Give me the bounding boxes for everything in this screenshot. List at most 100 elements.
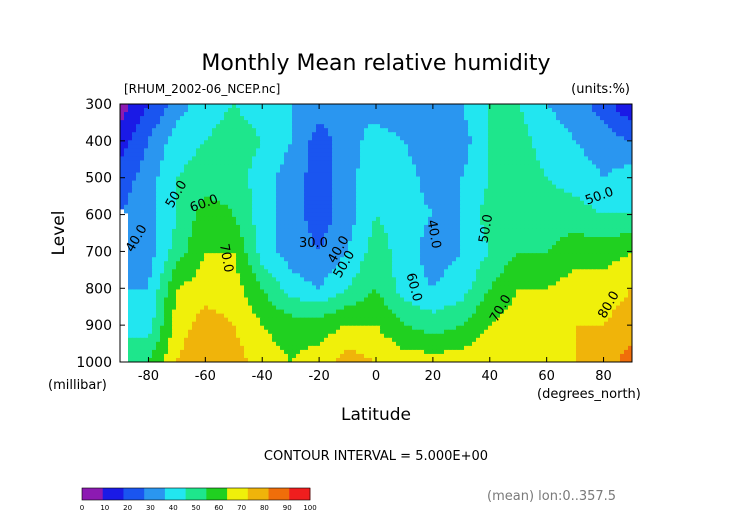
heatmap-cell	[388, 208, 393, 214]
heatmap-cell	[184, 168, 189, 174]
heatmap-cell	[372, 160, 377, 166]
heatmap-cell	[200, 180, 205, 186]
heatmap-cell	[392, 132, 397, 137]
heatmap-cell	[340, 104, 345, 109]
heatmap-cell	[252, 160, 257, 166]
heatmap-cell	[320, 140, 325, 145]
heatmap-cell	[232, 233, 237, 238]
heatmap-cell	[576, 184, 581, 190]
heatmap-cell	[496, 237, 501, 242]
heatmap-cell	[348, 140, 353, 145]
heatmap-cell	[516, 192, 521, 198]
heatmap-cell	[596, 245, 601, 250]
heatmap-cell	[328, 228, 333, 234]
heatmap-cell	[392, 233, 397, 238]
heatmap-cell	[380, 140, 385, 145]
heatmap-cell	[472, 172, 477, 178]
heatmap-cell	[208, 120, 213, 125]
heatmap-cell	[260, 108, 265, 113]
heatmap-cell	[548, 176, 553, 182]
heatmap-cell	[380, 136, 385, 141]
heatmap-cell	[188, 144, 193, 149]
heatmap-cell	[516, 160, 521, 166]
heatmap-cell	[372, 228, 377, 234]
heatmap-cell	[120, 124, 125, 129]
heatmap-cell	[404, 124, 409, 129]
heatmap-cell	[136, 220, 141, 226]
heatmap-cell	[388, 104, 393, 109]
heatmap-cell	[320, 237, 325, 242]
heatmap-cell	[580, 148, 585, 153]
heatmap-cell	[192, 261, 197, 266]
heatmap-cell	[164, 216, 169, 222]
heatmap-cell	[272, 164, 277, 170]
heatmap-cell	[532, 180, 537, 186]
heatmap-cell	[176, 160, 181, 166]
heatmap-cell	[556, 188, 561, 194]
heatmap-cell	[448, 228, 453, 234]
heatmap-cell	[272, 156, 277, 162]
heatmap-cell	[300, 184, 305, 190]
heatmap-cell	[176, 112, 181, 117]
heatmap-cell	[560, 200, 565, 206]
heatmap-cell	[500, 212, 505, 218]
heatmap-cell	[612, 184, 617, 190]
heatmap-cell	[136, 124, 141, 129]
heatmap-cell	[592, 200, 597, 206]
heatmap-cell	[384, 220, 389, 226]
heatmap-cell	[376, 104, 381, 109]
heatmap-cell	[320, 152, 325, 158]
heatmap-cell	[164, 212, 169, 218]
heatmap-cell	[256, 204, 261, 210]
heatmap-cell	[256, 124, 261, 129]
heatmap-cell	[328, 124, 333, 129]
heatmap-cell	[336, 176, 341, 182]
heatmap-cell	[480, 156, 485, 162]
heatmap-cell	[268, 168, 273, 174]
heatmap-cell	[484, 208, 489, 214]
heatmap-cell	[184, 108, 189, 113]
heatmap-cell	[424, 164, 429, 170]
heatmap-cell	[468, 216, 473, 222]
heatmap-cell	[616, 233, 621, 238]
heatmap-cell	[348, 156, 353, 162]
heatmap-cell	[620, 144, 625, 149]
heatmap-cell	[252, 208, 257, 214]
heatmap-cell	[596, 237, 601, 242]
heatmap-cell	[392, 140, 397, 145]
heatmap-cell	[272, 212, 277, 218]
heatmap-cell	[176, 188, 181, 194]
heatmap-cell	[132, 104, 137, 109]
heatmap-cell	[388, 160, 393, 166]
heatmap-cell	[544, 152, 549, 158]
heatmap-cell	[460, 112, 465, 117]
heatmap-cell	[312, 228, 317, 234]
heatmap-cell	[576, 257, 581, 262]
heatmap-cell	[620, 257, 625, 262]
heatmap-cell	[128, 253, 133, 258]
heatmap-cell	[224, 112, 229, 117]
heatmap-cell	[240, 180, 245, 186]
heatmap-cell	[344, 124, 349, 129]
heatmap-cell	[312, 144, 317, 149]
heatmap-cell	[524, 212, 529, 218]
heatmap-cell	[252, 148, 257, 153]
heatmap-cell	[176, 128, 181, 133]
heatmap-cell	[324, 196, 329, 202]
heatmap-cell	[324, 237, 329, 242]
heatmap-cell	[260, 124, 265, 129]
heatmap-cell	[552, 257, 557, 262]
heatmap-cell	[184, 208, 189, 214]
heatmap-cell	[544, 200, 549, 206]
heatmap-cell	[460, 132, 465, 137]
heatmap-cell	[592, 188, 597, 194]
heatmap-cell	[168, 104, 173, 109]
heatmap-cell	[512, 148, 517, 153]
heatmap-cell	[492, 216, 497, 222]
heatmap-cell	[384, 172, 389, 178]
heatmap-cell	[628, 148, 632, 153]
heatmap-cell	[408, 257, 413, 262]
heatmap-cell	[176, 144, 181, 149]
heatmap-cell	[208, 188, 213, 194]
heatmap-cell	[316, 136, 321, 141]
